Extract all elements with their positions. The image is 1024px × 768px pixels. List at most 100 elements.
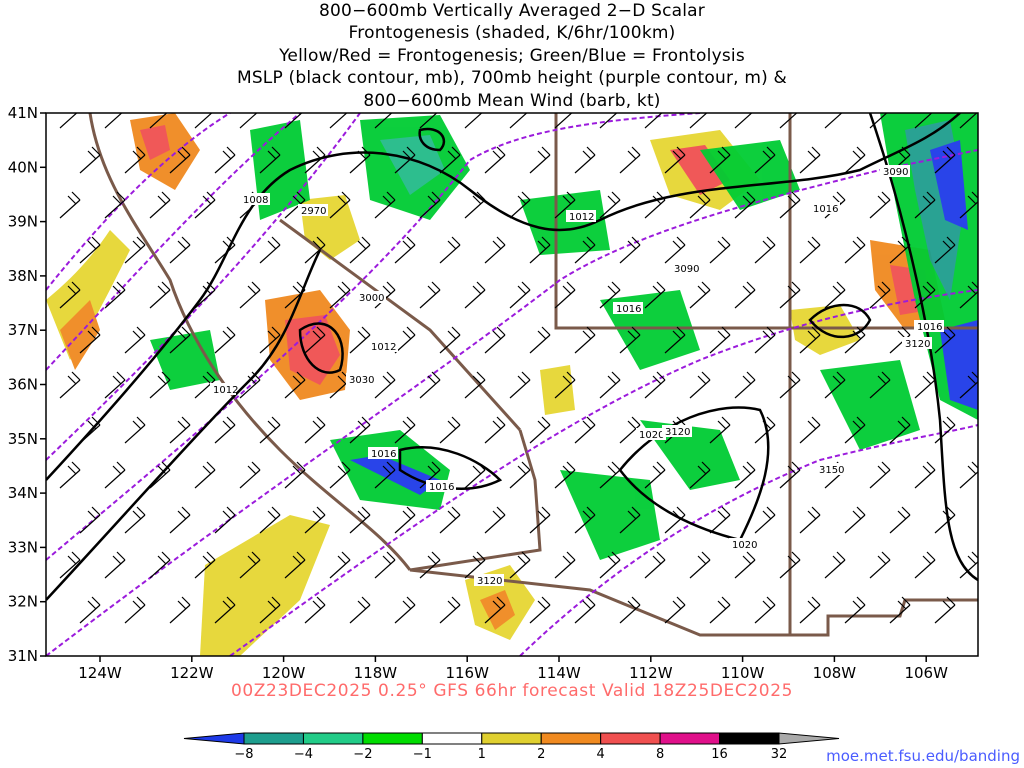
title-line-3: Yellow/Red = Frontogenesis; Green/Blue =… — [279, 45, 745, 66]
wind-barb — [509, 191, 531, 219]
colorbar-left-arrow — [183, 732, 245, 745]
wind-barb — [169, 146, 191, 174]
title-line-4: MSLP (black contour, mb), 700mb height (… — [236, 68, 788, 89]
lon-tick-label: 122W — [170, 664, 214, 682]
wind-barb — [934, 146, 956, 174]
wind-barb — [349, 146, 371, 174]
wind-barb — [59, 551, 81, 579]
wind-barb — [464, 461, 486, 489]
title-line-2: Frontogenesis (shaded, K/6hr/100km) — [348, 23, 676, 44]
wind-barb — [934, 326, 956, 354]
colorbar-tick-label: 32 — [771, 747, 788, 762]
wind-barb — [239, 461, 261, 489]
wind-barb — [619, 146, 641, 174]
map-plot-area: 1008 1012 1012 1012 1016 1016 1016 1016 … — [46, 113, 978, 656]
mslp-label: 1016 — [917, 322, 942, 333]
colorbar-tick-label: 8 — [656, 747, 664, 762]
wind-barb — [149, 281, 171, 309]
lat-tick-label: 36N — [8, 376, 38, 394]
wind-barb — [194, 281, 216, 309]
wind-barb — [214, 506, 236, 534]
wind-barb — [754, 326, 776, 354]
wind-barb — [464, 191, 486, 219]
height-label: 3090 — [674, 264, 699, 275]
wind-barb — [914, 113, 933, 129]
wind-barb — [844, 326, 866, 354]
wind-barb — [349, 326, 371, 354]
wind-barb — [509, 371, 531, 399]
wind-barb — [59, 113, 78, 129]
wind-barb — [259, 146, 281, 174]
wind-barb — [149, 551, 171, 579]
wind-barb — [779, 113, 798, 129]
wind-barb — [259, 236, 281, 264]
lat-tick-label: 39N — [8, 213, 38, 231]
height-label: 3150 — [819, 465, 844, 476]
lon-tick-label: 124W — [78, 664, 122, 682]
wind-barb — [959, 281, 978, 309]
wind-barb — [394, 146, 416, 174]
wind-barb — [149, 191, 171, 219]
colorbar-swatch — [540, 732, 602, 745]
wind-barb — [554, 113, 573, 129]
wind-barb — [214, 326, 236, 354]
wind-barb — [934, 236, 956, 264]
height-label: 3120 — [665, 427, 690, 438]
wind-barb — [529, 146, 551, 174]
wind-barb — [599, 461, 621, 489]
wind-barb — [779, 281, 801, 309]
wind-barb — [934, 416, 956, 444]
wind-barb — [419, 461, 441, 489]
wind-barb — [574, 236, 596, 264]
wind-barb — [194, 113, 213, 129]
wind-barb — [124, 236, 146, 264]
lat-tick-label: 32N — [8, 593, 38, 611]
wind-barb — [239, 551, 261, 579]
title-block: 800−600mb Vertically Averaged 2−D Scalar… — [0, 0, 1024, 112]
wind-barb — [734, 461, 756, 489]
wind-barb — [214, 236, 236, 264]
lon-tick-label: 108W — [813, 664, 857, 682]
wind-barb — [349, 236, 371, 264]
wind-barb — [169, 506, 191, 534]
wind-barb — [104, 113, 123, 129]
wind-barb — [194, 551, 216, 579]
lon-tick-label: 116W — [445, 664, 489, 682]
wind-barb — [304, 596, 326, 624]
wind-barb — [439, 596, 461, 624]
wind-barb — [419, 371, 441, 399]
title-line-1: 800−600mb Vertically Averaged 2−D Scalar — [319, 1, 705, 21]
colorbar-tick-label: −1 — [413, 747, 432, 762]
wind-barb — [734, 191, 756, 219]
wind-barb — [709, 146, 731, 174]
wind-barb — [529, 596, 551, 624]
lat-tick-label: 35N — [8, 430, 38, 448]
wind-barb — [889, 236, 911, 264]
wind-barb — [754, 236, 776, 264]
wind-barb — [664, 146, 686, 174]
wind-barb — [529, 326, 551, 354]
wind-barb — [194, 191, 216, 219]
wind-barb — [644, 371, 666, 399]
colorbar-tick-label: 2 — [537, 747, 545, 762]
wind-barb — [689, 461, 711, 489]
wind-barb — [554, 461, 576, 489]
wind-barb — [844, 416, 866, 444]
height-label: 3120 — [905, 339, 930, 350]
height-label: 2970 — [301, 206, 326, 217]
wind-barb — [734, 281, 756, 309]
wind-barb — [799, 326, 821, 354]
credit-link[interactable]: moe.met.fsu.edu/banding — [826, 747, 1020, 765]
wind-barb — [689, 113, 708, 129]
wind-barb — [419, 191, 441, 219]
wind-barb — [734, 113, 753, 129]
wind-barb — [664, 326, 686, 354]
wind-barb — [104, 371, 126, 399]
wind-barb — [914, 461, 936, 489]
wind-barb — [959, 191, 978, 219]
wind-barb — [394, 596, 416, 624]
lon-tick-label: 118W — [354, 664, 398, 682]
wind-barb — [329, 551, 351, 579]
wind-barb — [349, 596, 371, 624]
lat-tick-label: 38N — [8, 267, 38, 285]
